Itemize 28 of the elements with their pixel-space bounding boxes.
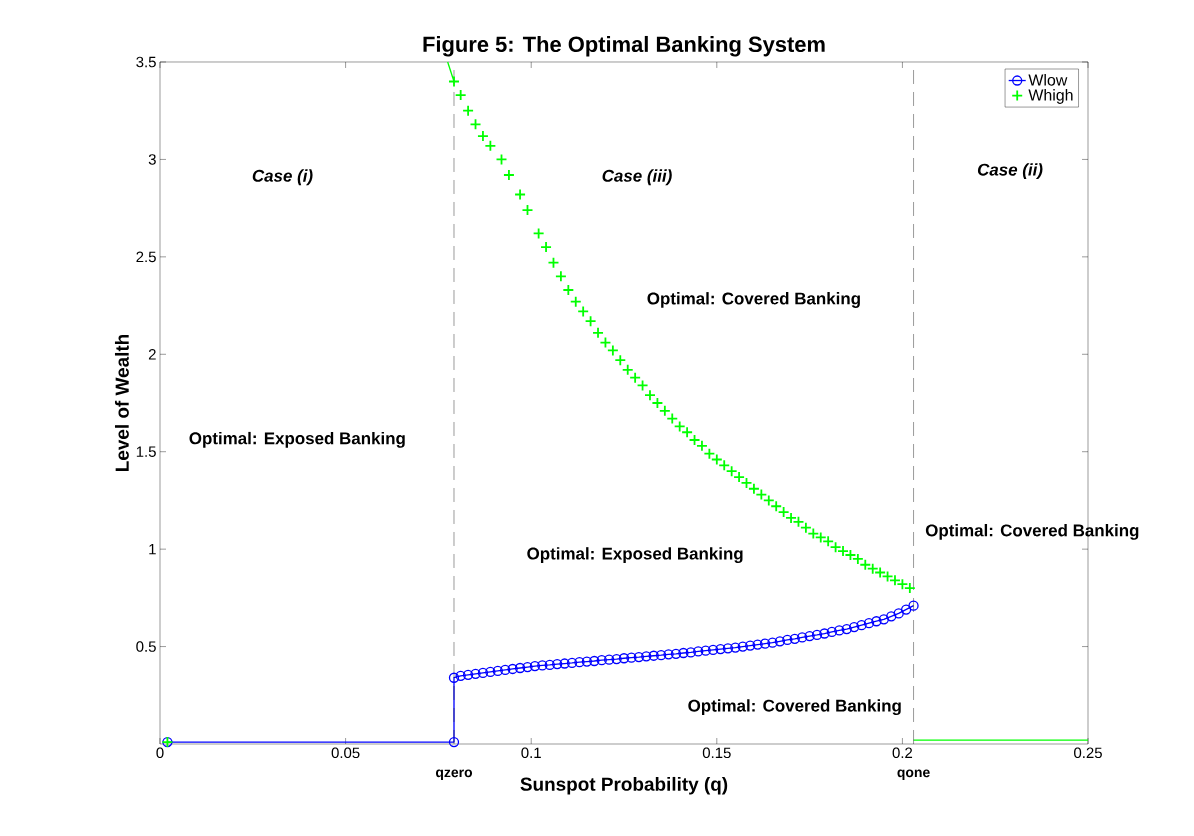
annotation: Optimal: Exposed Banking (527, 547, 743, 564)
annotation: Optimal: Covered Banking (688, 699, 901, 716)
ref-line-label: qzero (435, 769, 473, 780)
annotation: Optimal: Exposed Banking (189, 431, 405, 448)
y-tick-label: 1 (149, 544, 156, 555)
x-tick-label: 0.15 (702, 747, 731, 759)
x-tick-label: 0.1 (521, 747, 541, 759)
annotation: Optimal: Covered Banking (647, 292, 860, 308)
x-tick-label: 0.2 (892, 747, 913, 759)
y-tick-label: 0.5 (136, 641, 156, 652)
x-tick-label: 0.25 (1074, 747, 1102, 759)
y-tick-label: 2.5 (136, 251, 156, 263)
y-tick-label: 3.5 (136, 56, 156, 68)
chart-title: Figure 5: The Optimal Banking System (423, 35, 825, 57)
annotation: Case (i) (252, 169, 313, 186)
x-tick-label: 0.05 (331, 747, 360, 759)
y-tick-label: 1.5 (136, 446, 156, 457)
ref-line-label: qone (897, 769, 930, 780)
y-tick-label: 3 (148, 154, 156, 165)
annotation: Optimal: Covered Banking (925, 523, 1139, 540)
legend-label: Whigh (1028, 89, 1073, 104)
y-tick-label: 2 (148, 349, 156, 360)
y-axis-title: Level of Wealth (114, 334, 129, 471)
x-tick-label: 0 (156, 747, 164, 759)
legend-label: Wlow (1028, 74, 1068, 86)
annotation: Case (ii) (977, 163, 1043, 180)
annotation: Case (iii) (602, 169, 672, 186)
x-axis-title: Sunspot Probability (q) (520, 776, 728, 795)
